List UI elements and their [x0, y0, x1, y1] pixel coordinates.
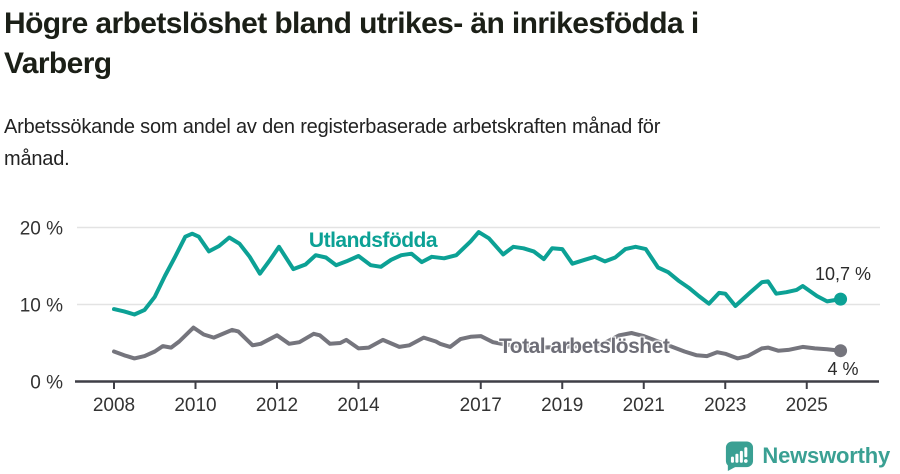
subtitle-line-1: Arbetssökande som andel av den registerb… — [4, 116, 661, 138]
series-label-utlandsfodda: Utlandsfödda — [308, 229, 438, 252]
y-tick-label: 10 % — [20, 296, 63, 317]
x-tick-label: 2023 — [704, 395, 746, 416]
series-label-total-arbetsloshet: Total arbetslöshet — [499, 335, 670, 358]
x-tick-label: 2019 — [541, 395, 583, 416]
y-tick-label: 0 % — [30, 373, 63, 394]
x-tick-label: 2021 — [623, 395, 665, 416]
end-value-label-utlandsfodda: 10,7 % — [814, 264, 872, 284]
x-tick-label: 2008 — [93, 395, 135, 416]
end-value-label-total: 4 % — [827, 359, 859, 379]
x-tick-label: 2010 — [174, 395, 216, 416]
x-tick-label: 2014 — [337, 395, 380, 416]
x-tick-label: 2012 — [256, 395, 298, 416]
x-tick-label: 2017 — [460, 395, 502, 416]
x-tick-label: 2025 — [786, 395, 828, 416]
series-line-total-arbetsl-shet — [112, 325, 843, 361]
end-dot-total-arbetsl-shet — [834, 344, 848, 358]
title-line-1: Högre arbetslöshet bland utrikes- än inr… — [4, 7, 699, 40]
newsworthy-bar-chart-icon — [726, 441, 754, 471]
newsworthy-wordmark: Newsworthy — [762, 442, 890, 468]
end-dot-utlandsf-dda — [834, 292, 848, 306]
chart-header: Högre arbetslöshet bland utrikes- än inr… — [4, 4, 864, 175]
newsworthy-logo: Newsworthy — [723, 440, 890, 471]
page-title: Högre arbetslöshet bland utrikes- än inr… — [4, 4, 864, 84]
chart-subtitle: Arbetssökande som andel av den registerb… — [4, 111, 864, 175]
series-line-utlandsf-dda — [112, 230, 843, 317]
y-tick-label: 20 % — [20, 219, 63, 240]
title-line-2: Varberg — [4, 47, 112, 80]
subtitle-line-2: månad. — [4, 148, 70, 170]
